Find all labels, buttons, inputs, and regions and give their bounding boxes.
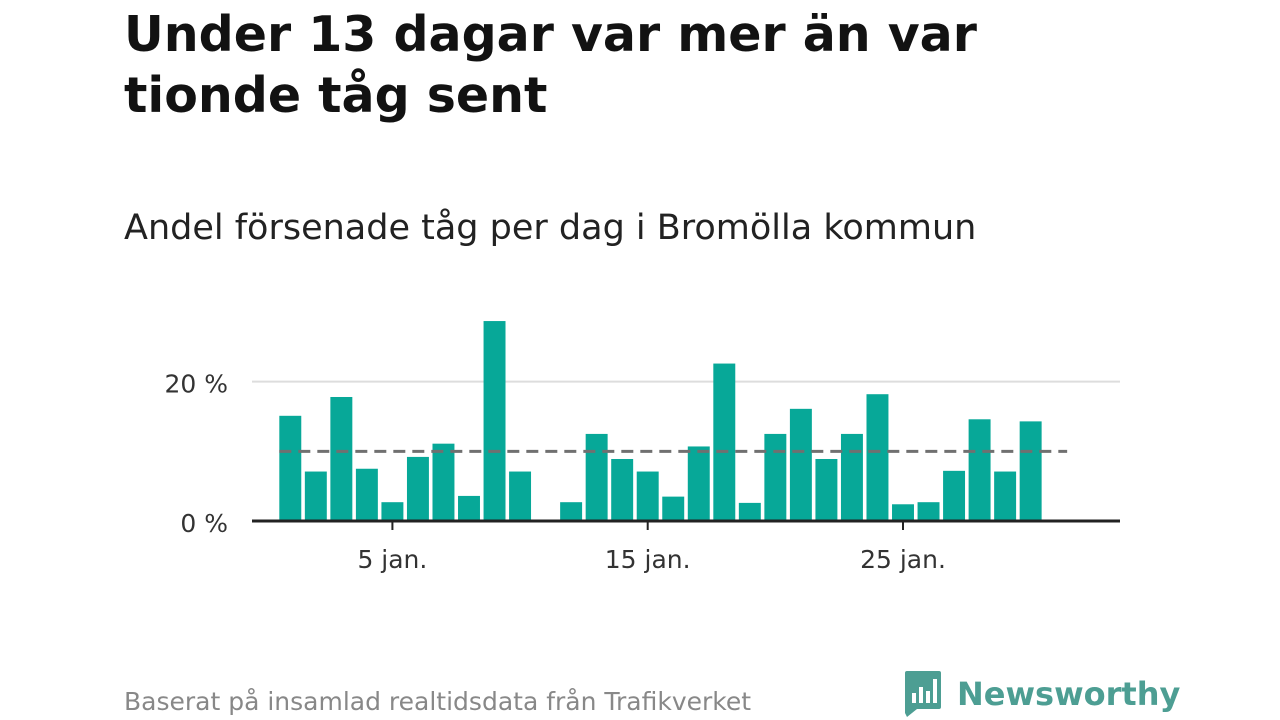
bar <box>840 433 863 521</box>
y-tick-label: 20 % <box>164 370 228 399</box>
bar <box>458 495 480 521</box>
bar <box>406 456 429 521</box>
bar <box>381 502 404 521</box>
x-tick-label: 25 jan. <box>860 545 946 574</box>
bar <box>509 471 532 521</box>
bar <box>866 394 889 521</box>
newsworthy-logo[interactable]: Newsworthy <box>903 668 1180 720</box>
bar <box>943 470 966 521</box>
bar <box>662 496 685 521</box>
chart-title: Under 13 dagar var mer än var tionde tåg… <box>124 6 977 124</box>
newsworthy-logo-icon <box>905 671 941 717</box>
bar <box>611 458 634 521</box>
bar <box>687 446 710 521</box>
newsworthy-wordmark: Newsworthy <box>957 675 1181 713</box>
bar <box>815 458 838 521</box>
bar <box>764 433 787 521</box>
bar-chart: 0 % 20 % 5 jan. 15 jan. 25 jan. <box>164 321 1120 574</box>
bar <box>585 433 608 521</box>
bar <box>330 396 353 521</box>
bar <box>560 502 583 521</box>
y-axis-labels: 0 % 20 % <box>164 370 228 538</box>
bar <box>483 321 506 521</box>
bar <box>1019 421 1042 521</box>
bar <box>789 408 812 521</box>
x-tick-label: 5 jan. <box>357 545 427 574</box>
bar <box>432 443 455 521</box>
bar <box>917 502 940 521</box>
bars <box>279 321 1042 521</box>
bar <box>279 415 302 521</box>
bar <box>994 471 1017 521</box>
x-axis-labels: 5 jan. 15 jan. 25 jan. <box>357 545 945 574</box>
bar <box>738 502 761 521</box>
y-tick-label: 0 % <box>180 509 228 538</box>
bar <box>355 468 378 521</box>
bar <box>892 504 914 521</box>
bar <box>713 363 736 521</box>
x-tick-label: 15 jan. <box>605 545 691 574</box>
bar <box>636 471 659 521</box>
chart-subtitle: Andel försenade tåg per dag i Bromölla k… <box>124 208 977 248</box>
x-axis <box>252 519 1120 530</box>
bar <box>968 419 991 521</box>
source-note: Baserat på insamlad realtidsdata från Tr… <box>124 687 752 716</box>
bar <box>304 471 327 521</box>
